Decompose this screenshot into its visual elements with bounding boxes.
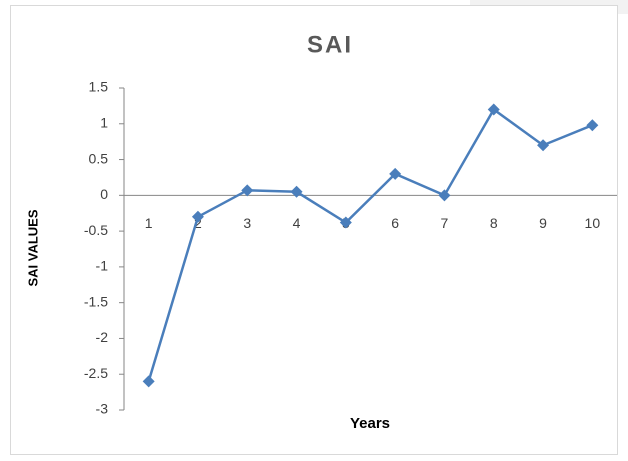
x-tick-label: 10 (585, 215, 601, 231)
x-tick-label: 6 (391, 215, 399, 231)
y-tick-label: 1 (100, 114, 108, 130)
y-tick-label: 1.5 (89, 79, 109, 95)
marker (438, 189, 451, 202)
y-tick-label: -3 (96, 401, 109, 417)
x-tick-label: 2 (194, 215, 202, 231)
x-tick-label: 4 (293, 215, 301, 231)
x-tick-label: 3 (243, 215, 251, 231)
marker (290, 185, 303, 198)
marker (586, 119, 599, 132)
marker (487, 103, 500, 116)
marker (142, 375, 155, 388)
y-tick-label: -0.5 (84, 222, 108, 238)
marker (389, 167, 402, 180)
y-tick-label: 0.5 (89, 150, 109, 166)
marker (241, 184, 254, 197)
x-axis-label: Years (350, 415, 390, 432)
chart-title: SAI (307, 31, 353, 58)
x-tick-label: 8 (490, 215, 498, 231)
y-tick-label: -1.5 (84, 293, 108, 309)
marker (537, 139, 550, 152)
marker (339, 216, 352, 229)
y-axis-label: SAI VALUES (25, 209, 40, 286)
y-tick-label: -2.5 (84, 365, 108, 381)
x-tick-label: 7 (441, 215, 449, 231)
series-line (147, 107, 593, 382)
x-tick-label: 9 (539, 215, 547, 231)
y-tick-label: -1 (96, 258, 109, 274)
marker (191, 210, 204, 223)
y-tick-label: -2 (96, 329, 109, 345)
y-tick-label: 0 (100, 186, 108, 202)
chart-border (10, 5, 618, 455)
x-tick-label: 1 (145, 215, 153, 231)
